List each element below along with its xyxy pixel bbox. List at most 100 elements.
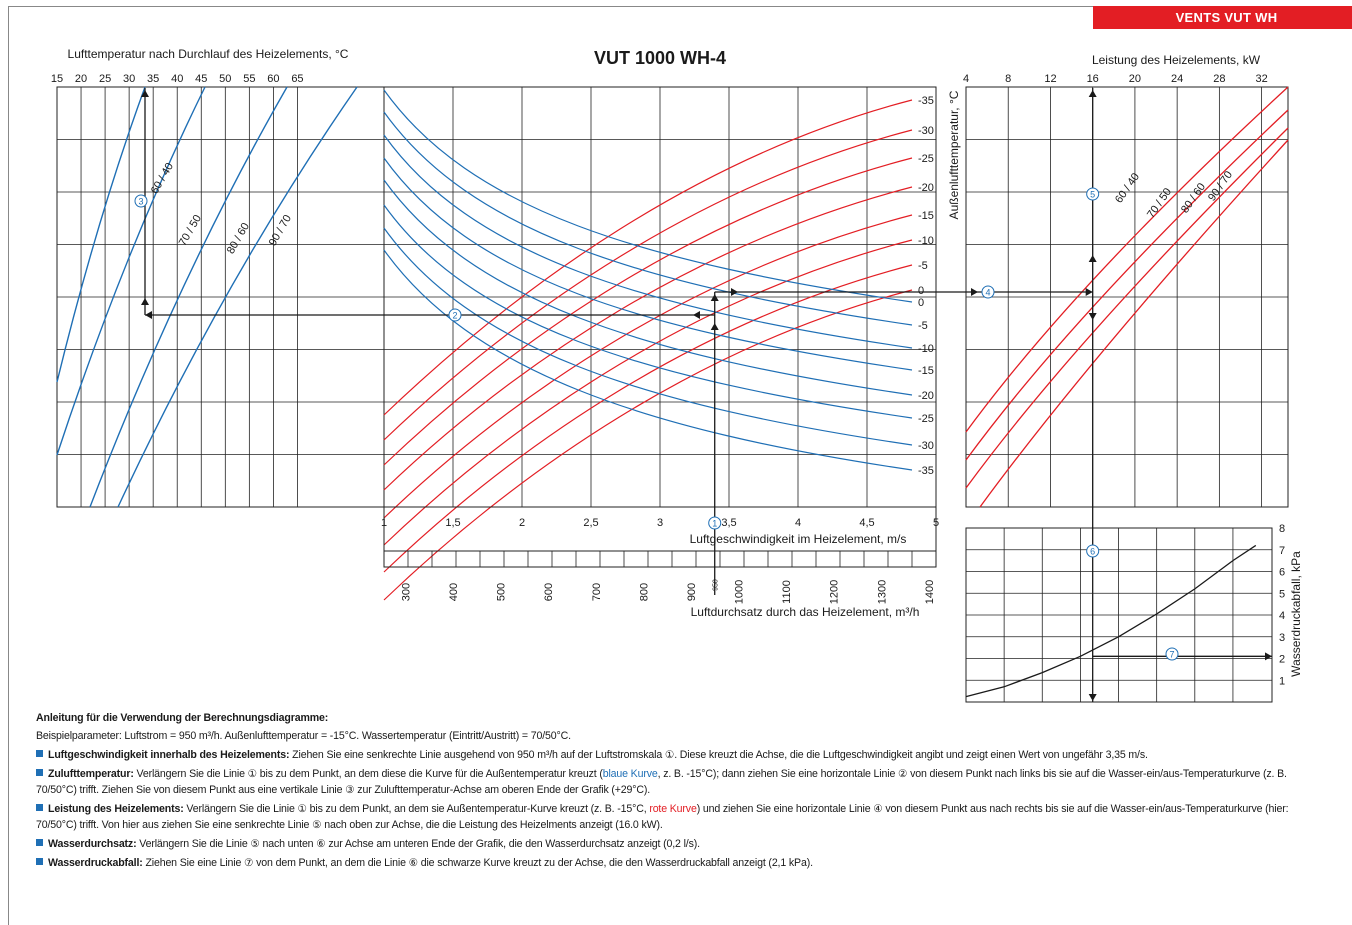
tick-label: 5	[933, 517, 939, 529]
tick-label: 1	[381, 517, 387, 529]
tick-label: 1,5	[445, 517, 460, 529]
curve-label: -15	[918, 210, 934, 222]
series-line	[965, 127, 1289, 489]
tick-label: 6	[1279, 567, 1285, 579]
example-parameters: Beispielparameter: Luftstrom = 950 m³/h.…	[36, 730, 571, 742]
series-line	[383, 99, 913, 416]
tick-label: 4	[1279, 610, 1285, 622]
curve-label: -35	[918, 95, 934, 107]
tick-label: 1	[1279, 675, 1285, 687]
axis-label: Leistung des Heizelements, kW	[1092, 53, 1261, 67]
axis-label: Außenlufttemperatur, °C	[947, 90, 961, 219]
arrow-head	[1088, 694, 1097, 701]
tick-label: 1200	[829, 580, 841, 604]
bullet-icon	[36, 769, 43, 776]
tick-label: 24	[1171, 73, 1183, 85]
tick-label: 2	[519, 517, 525, 529]
curve-label: -30	[918, 125, 934, 137]
series-line	[383, 89, 913, 303]
instruction-supply-temp: Zulufttemperatur: Verlängern Sie die Lin…	[36, 768, 1287, 796]
tick-label: 900	[686, 583, 698, 601]
axis-label: Luftgeschwindigkeit im Heizelement, m/s	[690, 532, 907, 546]
series-line	[56, 86, 206, 456]
tick-label: 40	[171, 73, 183, 85]
series-line	[979, 139, 1289, 508]
curve-label: 70 / 50	[177, 213, 204, 248]
bullet-icon	[36, 858, 43, 865]
curve-label: -30	[918, 440, 934, 452]
instructions: Anleitung für die Verwendung der Berechn…	[36, 710, 1326, 874]
tick-label: 4,5	[859, 517, 874, 529]
tick-label: 1400	[924, 580, 936, 604]
series-line	[383, 227, 913, 446]
series-line	[383, 186, 913, 491]
instruction-power: Leistung des Heizelements: Verlängern Si…	[36, 803, 1289, 831]
curve-label: -10	[918, 235, 934, 247]
tick-label: 25	[99, 73, 111, 85]
bullet-icon	[36, 750, 43, 757]
curve-label: 80 / 60	[225, 221, 252, 256]
tick-label: 4	[795, 517, 801, 529]
tick-label: 400	[448, 583, 460, 601]
series-line	[383, 129, 913, 441]
instruction-pressure-drop: Wasserdruckabfall: Ziehen Sie eine Linie…	[36, 855, 1326, 871]
tick-label: 7	[1279, 545, 1285, 557]
curve-label: -25	[918, 153, 934, 165]
step-marker-1	[708, 516, 722, 530]
axis-label: Wasserdruckabfall, kPa	[1289, 551, 1303, 677]
series-line	[965, 544, 1257, 698]
tick-label: 16	[1087, 73, 1099, 85]
arrow-head	[971, 288, 978, 296]
arrow-head	[1088, 90, 1097, 97]
tick-label: 60	[267, 73, 279, 85]
curve-label: -25	[918, 413, 934, 425]
tick-label: 500	[496, 583, 508, 601]
tick-label: 950	[713, 579, 720, 591]
arrow-head	[710, 323, 719, 330]
tick-label: 300	[400, 583, 412, 601]
series-line	[89, 86, 288, 508]
instruction-speed: Luftgeschwindigkeit innerhalb des Heizel…	[36, 747, 1326, 763]
tick-label: 800	[638, 583, 650, 601]
tick-label: 45	[195, 73, 207, 85]
step-marker-6	[1086, 544, 1100, 558]
series-line	[965, 86, 1289, 433]
tick-label: 5	[1279, 588, 1285, 600]
arrow-head	[731, 288, 738, 296]
series-line	[383, 204, 913, 419]
axis-label: Luftdurchsatz durch das Heizelement, m³/…	[691, 605, 920, 619]
series-line	[965, 109, 1289, 461]
tick-label: 15	[51, 73, 63, 85]
curve-label: -5	[918, 260, 928, 272]
tick-label: 30	[123, 73, 135, 85]
step-marker-2	[448, 308, 462, 322]
tick-label: 35	[147, 73, 159, 85]
series-line	[383, 157, 913, 466]
series-line	[383, 264, 913, 573]
step-marker-label-6: 6	[1090, 547, 1095, 557]
series-line	[117, 86, 358, 508]
step-marker-3	[134, 194, 148, 208]
tick-label: 20	[1129, 73, 1141, 85]
tick-label: 3	[657, 517, 663, 529]
tick-label: 50	[219, 73, 231, 85]
step-marker-7	[1165, 647, 1179, 661]
chart-title: VUT 1000 WH-4	[594, 48, 726, 68]
arrow-head	[1088, 313, 1097, 320]
arrow-head	[141, 90, 149, 97]
tick-label: 3	[1279, 632, 1285, 644]
curve-label: 70 / 50	[1145, 186, 1174, 220]
series-line	[383, 179, 913, 396]
arrow-head	[693, 311, 700, 319]
tick-label: 700	[591, 583, 603, 601]
arrow-head	[145, 311, 152, 319]
step-marker-label-5: 5	[1090, 190, 1095, 200]
arrow-head	[141, 298, 149, 305]
series-line	[383, 239, 913, 546]
brand-label: VENTS VUT WH	[1093, 6, 1352, 29]
tick-label: 20	[75, 73, 87, 85]
series-line	[383, 134, 913, 349]
page-frame	[8, 6, 1352, 925]
step-marker-label-7: 7	[1169, 650, 1174, 660]
instruction-water-flow: Wasserdurchsatz: Verlängern Sie die Lini…	[36, 836, 1326, 852]
